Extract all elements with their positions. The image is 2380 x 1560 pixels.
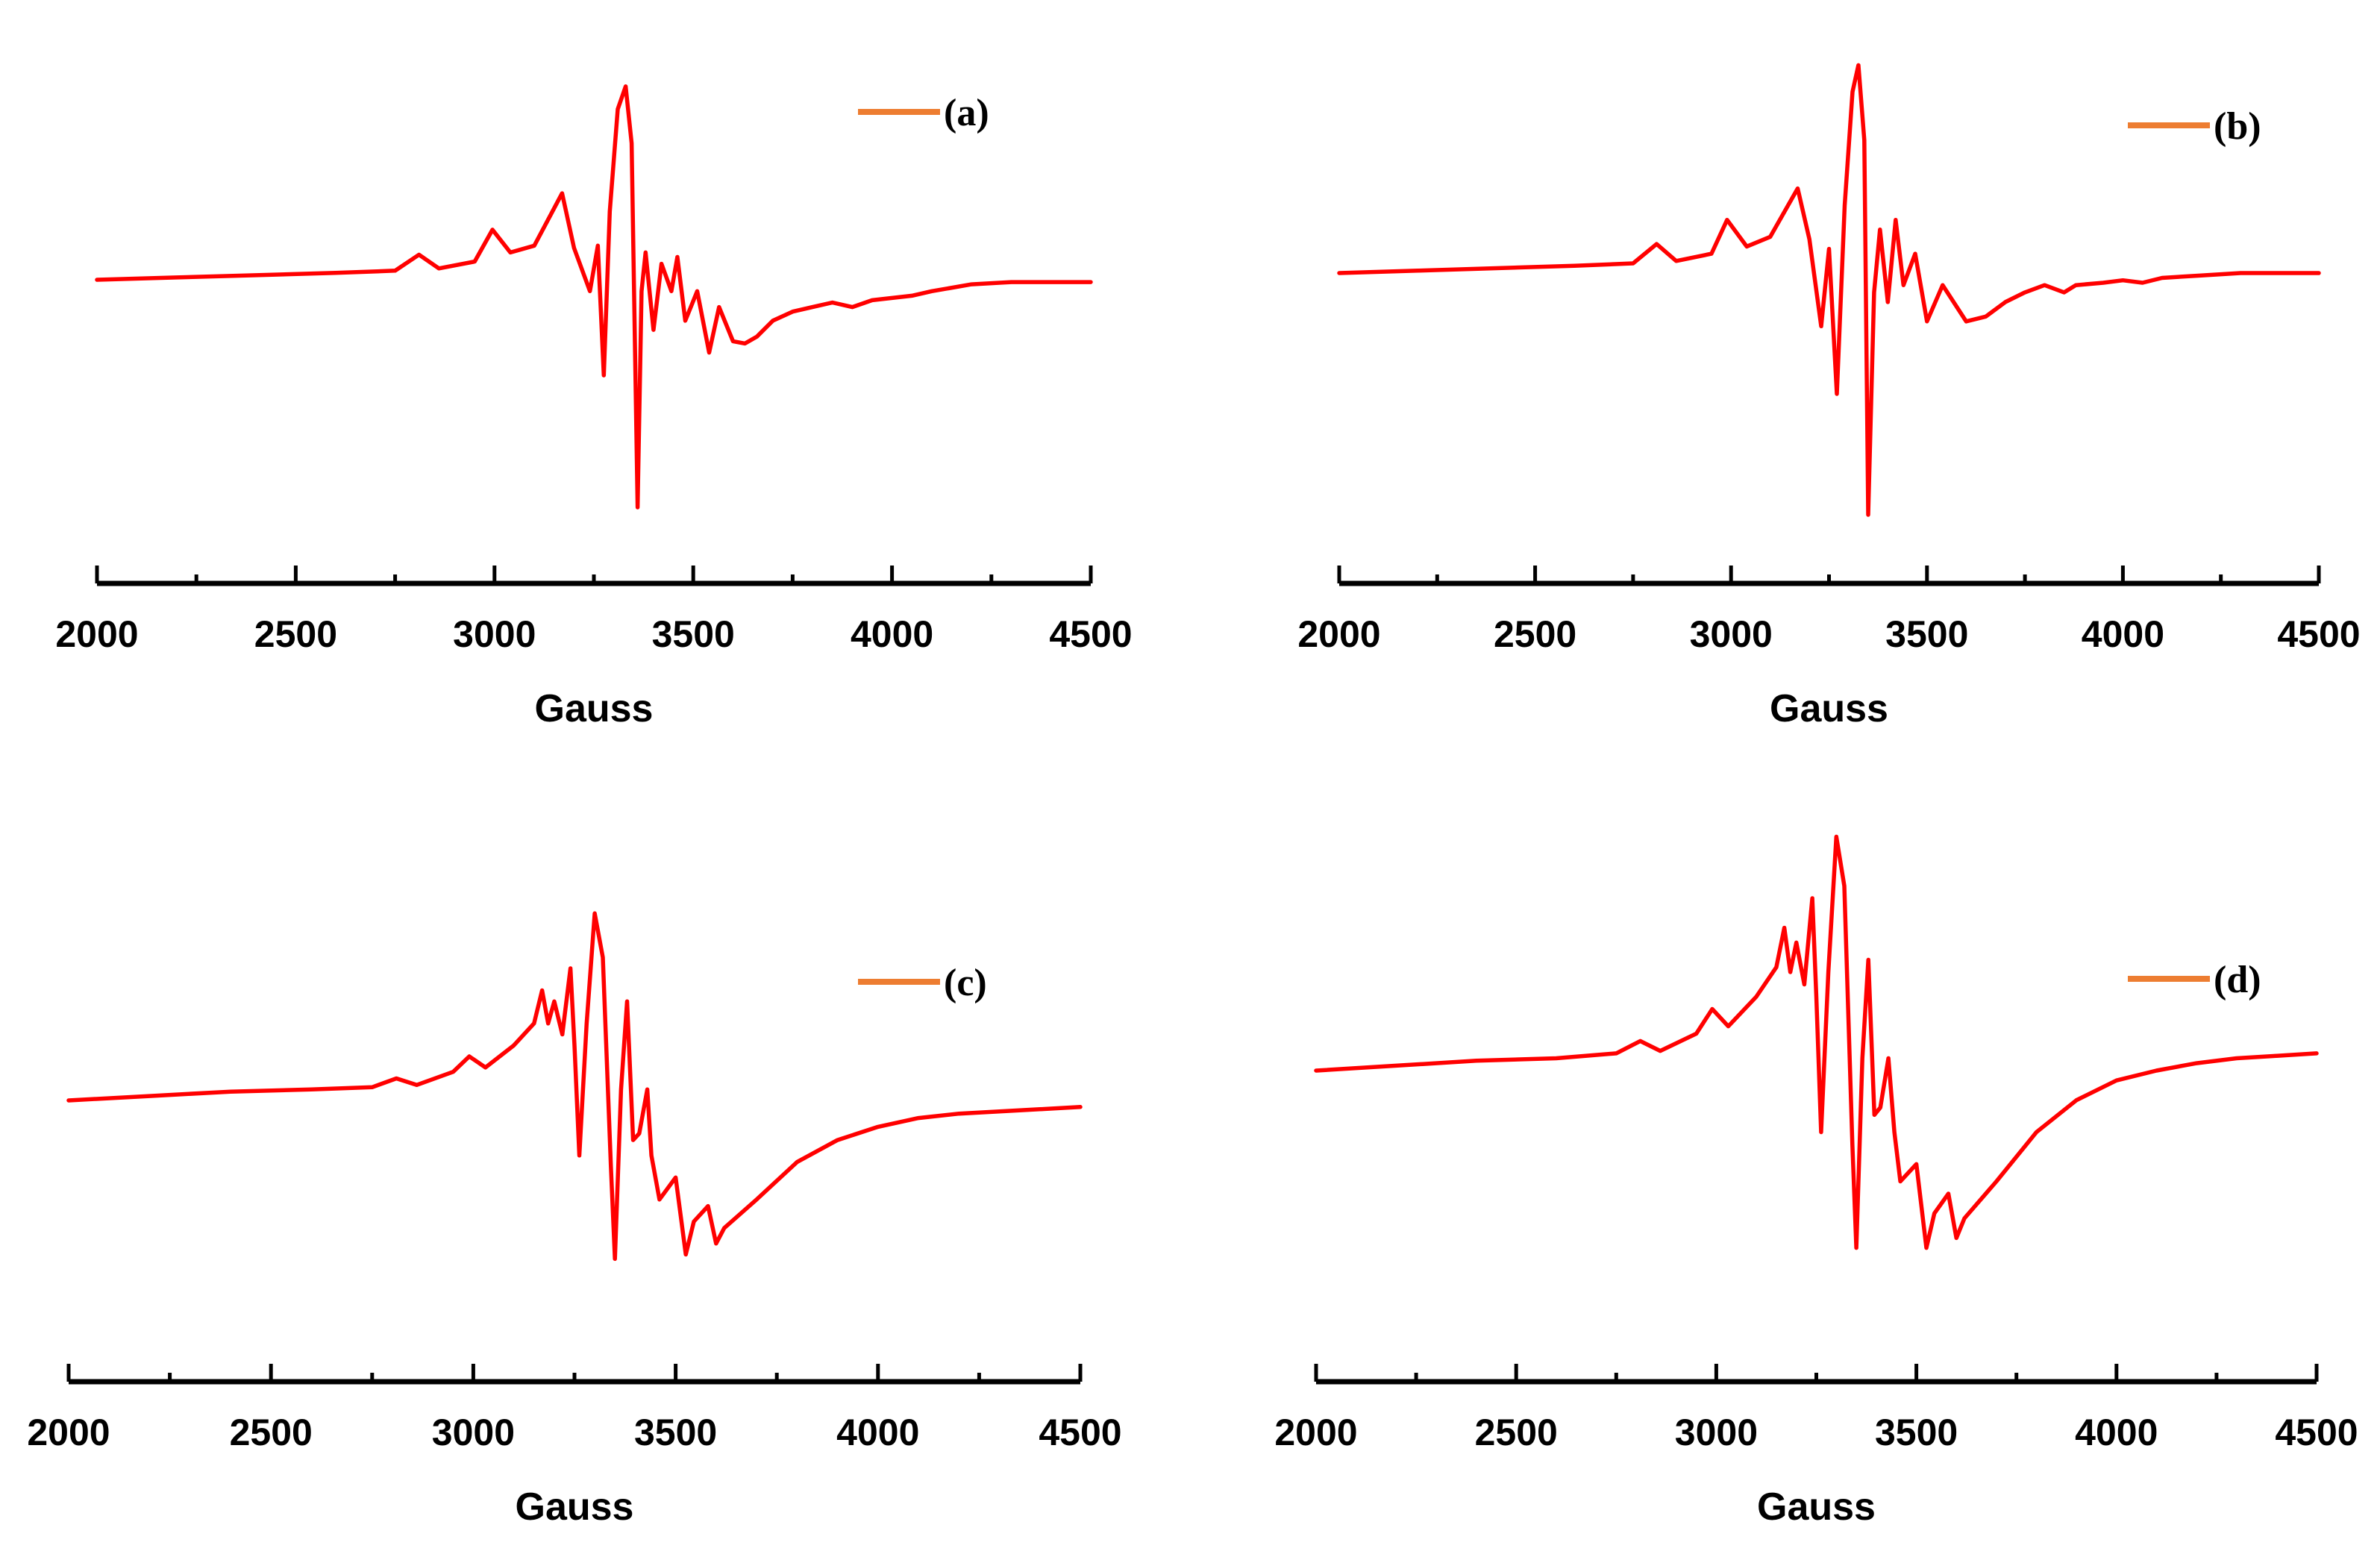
x-tick-label: 4000: [836, 1412, 919, 1453]
legend-label: (d): [2214, 959, 2261, 1001]
epr-trace-b: [1337, 63, 2321, 517]
panel-d: 2000 2500 3000 3500 4000 4500 Gauss (d): [1274, 834, 2358, 1529]
panel-b: 2000 2500 3000 3500 4000 4500 Gauss (b): [1297, 63, 2361, 730]
x-tick-label: 3000: [1675, 1412, 1758, 1453]
x-tick-label: 2000: [55, 613, 138, 655]
x-axis-title: Gauss: [1757, 1485, 1876, 1529]
x-tick-label: 4500: [1039, 1412, 1121, 1453]
x-tick-label: 4000: [2075, 1412, 2158, 1453]
legend-label: (b): [2214, 105, 2261, 148]
panel-c: 2000 2500 3000 3500 4000 4500 Gauss (c): [27, 911, 1122, 1529]
x-tick-label: 2500: [1475, 1412, 1558, 1453]
x-tick-label: 4000: [851, 613, 933, 655]
epr-trace-d: [1314, 834, 2319, 1250]
x-tick-label: 4500: [1049, 613, 1132, 655]
legend-label: (a): [944, 92, 989, 134]
x-tick-label: 3500: [652, 613, 735, 655]
epr-trace-a: [95, 84, 1093, 510]
x-tick-label: 4500: [2277, 613, 2360, 655]
x-tick-label: 3000: [1690, 613, 1773, 655]
x-tick-label: 3500: [634, 1412, 717, 1453]
x-axis-title: Gauss: [516, 1485, 634, 1529]
x-tick-label: 2000: [1297, 613, 1380, 655]
x-tick-label: 3000: [453, 613, 536, 655]
x-tick-label: 4500: [2275, 1412, 2358, 1453]
x-tick-label: 3500: [1885, 613, 1968, 655]
x-tick-label: 2000: [1274, 1412, 1357, 1453]
x-tick-label: 2500: [254, 613, 337, 655]
x-tick-label: 2500: [230, 1412, 313, 1453]
panel-a: 2000 2500 3000 3500 4000 4500 Gauss (a): [55, 84, 1133, 730]
x-axis-title: Gauss: [1770, 687, 1888, 730]
x-tick-label: 2500: [1494, 613, 1576, 655]
x-axis-title: Gauss: [535, 687, 654, 730]
x-tick-label: 3500: [1875, 1412, 1958, 1453]
x-tick-label: 2000: [27, 1412, 110, 1453]
epr-trace-c: [66, 911, 1083, 1262]
legend-label: (c): [944, 962, 987, 1004]
x-tick-label: 3000: [432, 1412, 515, 1453]
x-tick-label: 4000: [2082, 613, 2164, 655]
